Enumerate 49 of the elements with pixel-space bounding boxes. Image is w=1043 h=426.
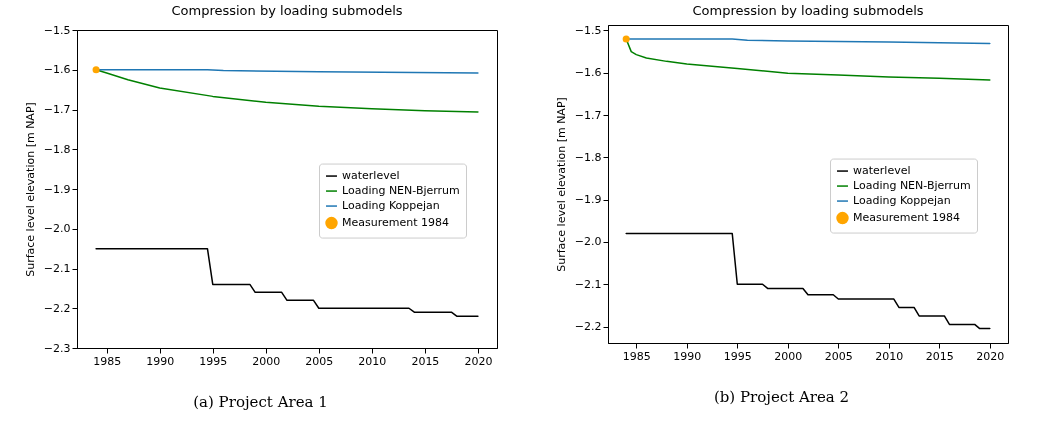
x-tick-label: 2010: [358, 354, 387, 368]
y-tick-label: −1.5: [43, 23, 71, 37]
x-tick-label: 2000: [252, 354, 281, 368]
x-tick-label: 2020: [976, 349, 1005, 363]
x-tick-label: 1995: [199, 354, 228, 368]
y-axis-title: Surface level elevation [m NAP]: [23, 102, 37, 277]
legend-label: Loading NEN-Bjerrum: [853, 179, 971, 193]
y-tick-label: −2.1: [574, 277, 602, 291]
text: (a) Project Area 1: [193, 393, 328, 411]
legend-label: Measurement 1984: [853, 211, 961, 225]
x-tick-label: 1985: [622, 349, 651, 363]
y-tick-label: −1.5: [574, 24, 602, 37]
x-tick-label: 2020: [464, 354, 493, 368]
y-tick-label: −2.3: [43, 341, 71, 355]
x-tick-label: 1990: [146, 354, 175, 368]
y-tick-label: −1.9: [43, 182, 71, 196]
y-tick-label: −2.1: [43, 262, 71, 275]
legend-label: Loading Koppejan: [853, 194, 951, 208]
y-tick-label: −2.2: [43, 301, 71, 315]
x-tick-label: 2005: [824, 349, 853, 363]
legend-label: Loading NEN-Bjerrum: [342, 184, 460, 198]
line-series: [625, 232, 991, 330]
y-tick-label: −2.2: [574, 320, 602, 334]
legend-label: waterlevel: [342, 169, 400, 183]
chart-title: Compression by loading submodels: [171, 3, 403, 18]
chart-title: Compression by loading submodels: [692, 3, 924, 19]
y-tick-label: −1.8: [43, 142, 71, 156]
y-tick-label: −1.6: [574, 66, 602, 80]
y-tick-label: −1.7: [574, 108, 602, 122]
x-tick-label: 2015: [925, 349, 954, 363]
line-series: [95, 247, 479, 317]
y-tick-label: −1.7: [43, 103, 71, 116]
x-tick-label: 2005: [305, 354, 334, 368]
x-tick-label: 1990: [673, 349, 702, 363]
x-tick-label: 1985: [93, 354, 122, 368]
y-tick-label: −1.6: [43, 63, 71, 77]
x-tick-label: 2000: [774, 349, 803, 363]
x-tick-label: 2010: [875, 349, 904, 363]
text: (b) Project Area 2: [713, 388, 850, 406]
legend-label: Loading Koppejan: [342, 199, 440, 213]
y-tick-label: −1.8: [574, 150, 602, 164]
x-tick-label: 2015: [411, 354, 440, 368]
x-tick-label: 1995: [723, 349, 752, 363]
legend-label: waterlevel: [853, 164, 911, 178]
y-tick-label: −2.0: [43, 222, 71, 236]
y-axis-title: Surface level elevation [m NAP]: [554, 97, 568, 272]
legend-label: Measurement 1984: [342, 216, 450, 230]
y-tick-label: −1.9: [574, 193, 602, 207]
y-tick-label: −2.0: [574, 235, 602, 249]
